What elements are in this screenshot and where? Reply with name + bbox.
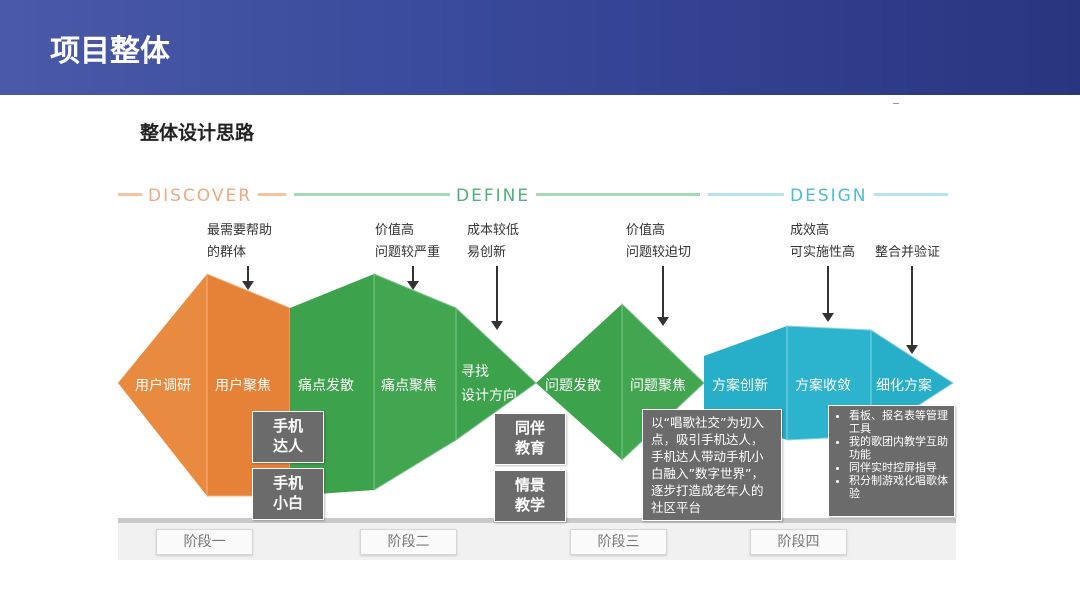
box-line: 教学 <box>514 496 545 514</box>
feature-item: 同伴实时控屏指导 <box>849 461 948 474</box>
note-line: 易创新 <box>467 245 507 260</box>
arrow-down-icon <box>906 266 918 354</box>
feature-item: 看板、报名表等管理工具 <box>849 409 948 435</box>
box-line: 手机 <box>272 417 303 435</box>
arrow-down-icon <box>491 266 503 330</box>
box-line: 小白 <box>272 494 303 512</box>
stage-four-tab: 阶段四 <box>750 529 847 555</box>
segment-problem-diverge <box>536 304 622 460</box>
note-line: 的群体 <box>207 245 247 260</box>
note-high-value-urgent: 价值高 问题较迫切 <box>626 220 691 264</box>
feature-item: 我的歌团内教学互助功能 <box>849 435 948 461</box>
note-high-value-serious: 价值高 问题较严重 <box>375 220 440 264</box>
box-feature-list: 看板、报名表等管理工具 我的歌团内教学互助功能 同伴实时控屏指导 积分制游戏化唱… <box>828 405 955 517</box>
feature-list: 看板、报名表等管理工具 我的歌团内教学互助功能 同伴实时控屏指导 积分制游戏化唱… <box>835 409 948 500</box>
label-line: 寻找 <box>461 364 489 380</box>
arrow-down-icon <box>242 266 254 290</box>
feature-item: 积分制游戏化唱歌体验 <box>849 474 948 500</box>
note-line: 成效高 <box>790 223 830 238</box>
box-line: 同伴 <box>514 419 545 437</box>
segment-user-research <box>118 274 207 496</box>
stage-two-tab: 阶段二 <box>360 529 457 555</box>
section-subtitle: 整体设计思路 <box>140 122 255 144</box>
note-line: 价值高 <box>626 223 666 238</box>
phase-label-define: DEFINE <box>450 186 537 206</box>
label-solution-innovate: 方案创新 <box>712 378 768 394</box>
label-pain-focus: 痛点聚焦 <box>381 378 437 394</box>
stage-three-tab: 阶段三 <box>570 529 667 555</box>
box-line: 教育 <box>514 439 545 457</box>
note-high-effect: 成效高 可实施性高 <box>790 220 855 264</box>
segment-find-direction <box>455 306 537 441</box>
label-find-direction: 寻找 设计方向 <box>461 360 517 408</box>
note-integrate-verify: 整合并验证 <box>875 242 940 264</box>
phase-label-discover: DISCOVER <box>142 186 259 206</box>
note-line: 价值高 <box>375 223 415 238</box>
box-phone-novice: 手机 小白 <box>252 468 324 520</box>
note-line: 成本较低 <box>467 223 520 238</box>
note-line: 问题较严重 <box>375 245 441 260</box>
label-problem-diverge: 问题发散 <box>545 378 601 394</box>
note-line: 可实施性高 <box>790 245 856 260</box>
label-pain-diverge: 痛点发散 <box>298 378 354 394</box>
box-scenario-teaching: 情景 教学 <box>494 470 566 522</box>
note-most-need-help: 最需要帮助 的群体 <box>207 220 272 264</box>
box-line: 手机 <box>272 474 303 492</box>
arrow-down-icon <box>822 266 834 322</box>
phase-label-design: DESIGN <box>784 186 874 206</box>
divider <box>893 103 899 104</box>
label-line: 设计方向 <box>461 388 517 404</box>
header-banner: 项目整体 <box>0 0 1080 95</box>
label-refine-solution: 细化方案 <box>876 378 932 394</box>
note-low-cost: 成本较低 易创新 <box>467 220 519 264</box>
stage-one-tab: 阶段一 <box>156 529 253 555</box>
page-title: 项目整体 <box>50 34 170 69</box>
arrow-down-icon <box>657 266 669 326</box>
arrow-down-icon <box>407 266 419 290</box>
box-line: 达人 <box>272 437 303 455</box>
note-line: 最需要帮助 <box>207 223 273 238</box>
note-line: 问题较迫切 <box>626 245 692 260</box>
label-solution-converge: 方案收敛 <box>795 378 851 394</box>
box-strategy-description: 以“唱歌社交”为切入点，吸引手机达人，手机达人带动手机小白融入”数字世界”，逐步… <box>642 409 782 521</box>
label-problem-focus: 问题聚焦 <box>630 378 686 394</box>
box-line: 情景 <box>514 476 545 494</box>
label-user-research: 用户调研 <box>135 378 191 394</box>
label-user-focus: 用户聚焦 <box>215 378 271 394</box>
note-line: 整合并验证 <box>875 245 941 260</box>
box-peer-education: 同伴 教育 <box>494 413 566 465</box>
box-phone-expert: 手机 达人 <box>252 411 324 463</box>
